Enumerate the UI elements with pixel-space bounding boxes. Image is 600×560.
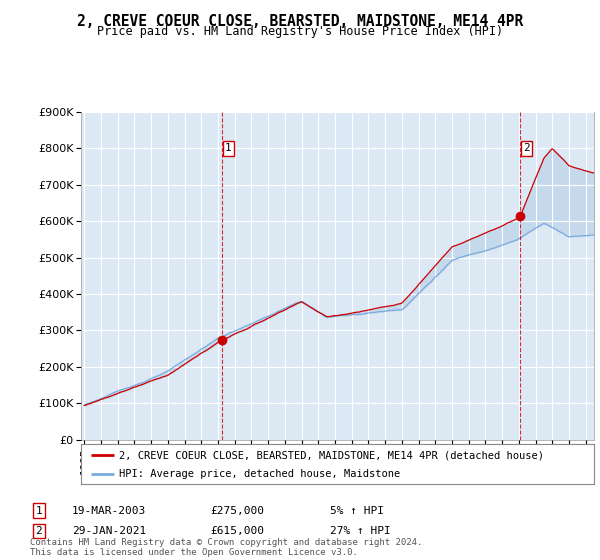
Text: Contains HM Land Registry data © Crown copyright and database right 2024.
This d: Contains HM Land Registry data © Crown c… xyxy=(30,538,422,557)
Text: 27% ↑ HPI: 27% ↑ HPI xyxy=(330,526,391,536)
Text: 1: 1 xyxy=(35,506,43,516)
Text: 19-MAR-2003: 19-MAR-2003 xyxy=(72,506,146,516)
Text: 1: 1 xyxy=(225,143,232,153)
Text: 5% ↑ HPI: 5% ↑ HPI xyxy=(330,506,384,516)
Text: 2, CREVE COEUR CLOSE, BEARSTED, MAIDSTONE, ME14 4PR: 2, CREVE COEUR CLOSE, BEARSTED, MAIDSTON… xyxy=(77,14,523,29)
Text: 29-JAN-2021: 29-JAN-2021 xyxy=(72,526,146,536)
Text: 2, CREVE COEUR CLOSE, BEARSTED, MAIDSTONE, ME14 4PR (detached house): 2, CREVE COEUR CLOSE, BEARSTED, MAIDSTON… xyxy=(119,450,544,460)
Text: 2: 2 xyxy=(523,143,530,153)
Text: HPI: Average price, detached house, Maidstone: HPI: Average price, detached house, Maid… xyxy=(119,469,401,479)
Text: Price paid vs. HM Land Registry's House Price Index (HPI): Price paid vs. HM Land Registry's House … xyxy=(97,25,503,38)
Text: £615,000: £615,000 xyxy=(210,526,264,536)
Text: 2: 2 xyxy=(35,526,43,536)
Text: £275,000: £275,000 xyxy=(210,506,264,516)
